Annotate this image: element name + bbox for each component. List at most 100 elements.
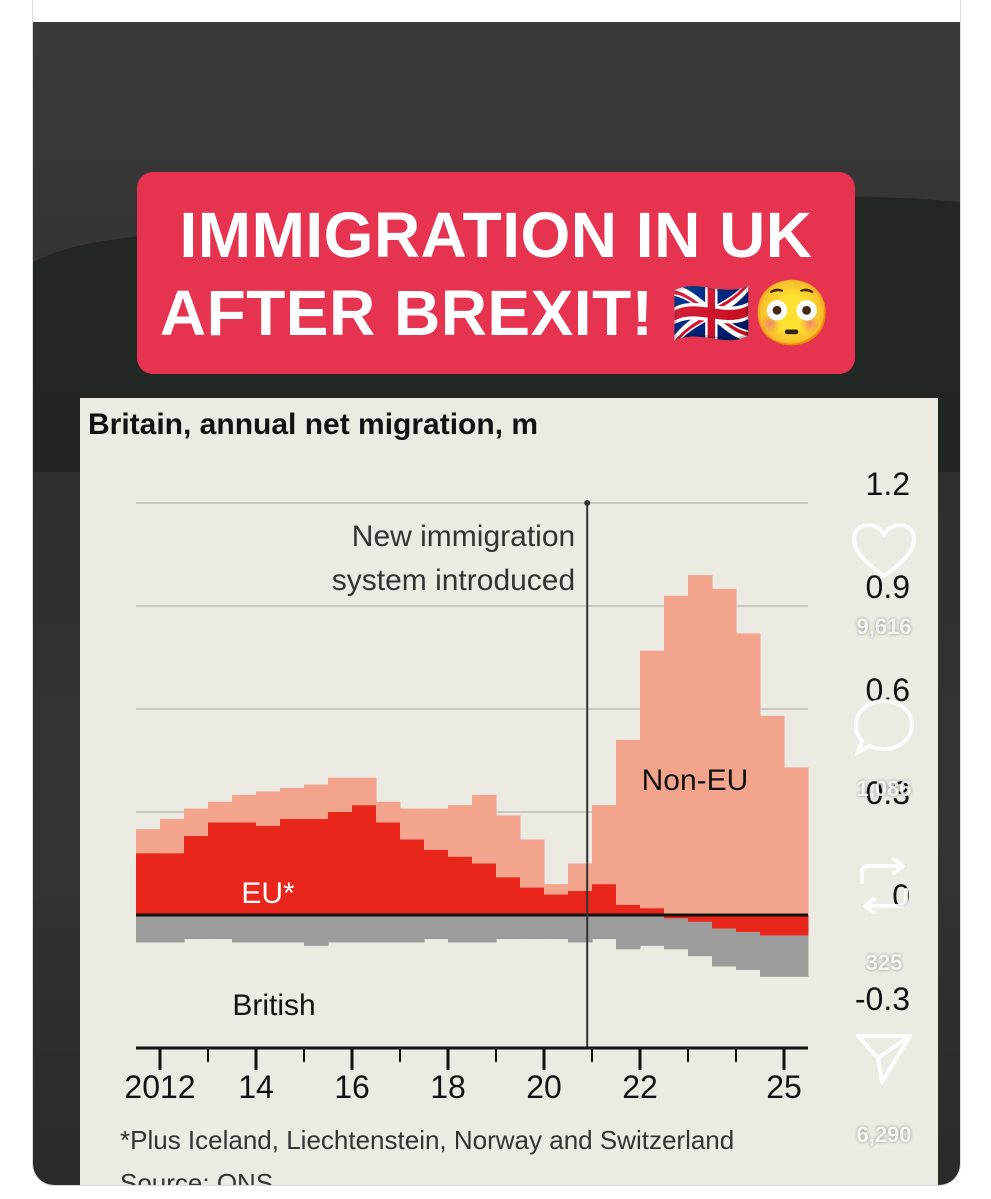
british-bar xyxy=(280,915,305,943)
british-bar xyxy=(376,915,401,943)
chart-title: Britain, annual net migration, m xyxy=(88,408,539,441)
british-bar xyxy=(136,915,161,943)
non-eu-bar xyxy=(376,801,401,823)
non-eu-bar xyxy=(184,808,209,837)
y-tick-label: 0.3 xyxy=(866,775,910,811)
eu-bar xyxy=(592,884,617,915)
non-eu-bar xyxy=(568,863,593,891)
british-bar xyxy=(208,915,233,940)
like-count: 9,616 xyxy=(856,614,912,639)
british-bar xyxy=(232,915,257,943)
x-tick-label: 16 xyxy=(334,1069,370,1105)
series-label-eu: EU* xyxy=(241,877,295,910)
british-bar xyxy=(736,932,761,970)
eu-bar xyxy=(520,887,545,915)
british-bar xyxy=(472,915,497,943)
eu-bar xyxy=(304,818,329,915)
british-bar xyxy=(664,918,689,950)
british-bar xyxy=(592,915,617,940)
eu-bar xyxy=(184,836,209,915)
british-bar xyxy=(160,915,185,943)
eu-negative-bar xyxy=(736,915,761,933)
x-tick-label: 25 xyxy=(766,1069,802,1105)
british-bar xyxy=(256,915,281,943)
eu-bar xyxy=(616,904,641,915)
eu-negative-bar xyxy=(664,915,689,919)
chart-source: Source: ONS xyxy=(120,1168,274,1186)
eu-bar xyxy=(568,890,593,915)
eu-negative-bar xyxy=(712,915,737,929)
eu-bar xyxy=(448,856,473,915)
y-tick-label: -0.3 xyxy=(855,981,910,1017)
eu-bar xyxy=(280,818,305,915)
chart-card: 1.2 0.9 0.6 0.3 0 -0.3 New immigration system i… xyxy=(80,398,938,1185)
non-eu-bar xyxy=(352,777,377,806)
british-bar xyxy=(496,915,521,940)
eu-bar xyxy=(136,853,161,915)
repost-action[interactable]: 325 xyxy=(839,858,929,976)
post-frame: IMMIGRATION IN UK AFTER BREXIT! 🇬🇧😳 1.2 0… xyxy=(32,0,961,1186)
non-eu-bar xyxy=(448,805,473,857)
share-action[interactable]: 6,290 xyxy=(839,1028,929,1148)
eu-bar xyxy=(160,853,185,915)
eu-negative-bar xyxy=(688,915,713,922)
british-bar xyxy=(760,935,785,977)
comment-bubble-icon xyxy=(853,698,915,756)
chart-footnote: *Plus Iceland, Liechtenstein, Norway and… xyxy=(120,1125,735,1155)
british-bar xyxy=(640,915,665,946)
comment-action[interactable]: 1,086 xyxy=(839,696,929,802)
british-bar xyxy=(328,915,353,943)
headline-banner: IMMIGRATION IN UK AFTER BREXIT! 🇬🇧😳 xyxy=(137,172,855,374)
non-eu-bar xyxy=(688,575,713,915)
eu-bar xyxy=(208,822,233,915)
non-eu-bar xyxy=(304,784,329,819)
non-eu-bar xyxy=(592,805,617,885)
non-eu-bar xyxy=(256,791,281,826)
eu-bar xyxy=(256,825,281,915)
x-tick-label: 18 xyxy=(430,1069,466,1105)
non-eu-bar xyxy=(520,839,545,888)
x-tick-label: 22 xyxy=(622,1069,658,1105)
non-eu-bar xyxy=(496,815,521,878)
x-tick-label: 14 xyxy=(238,1069,274,1105)
british-bar xyxy=(688,921,713,957)
non-eu-bar xyxy=(760,715,785,915)
repost-count: 325 xyxy=(865,950,903,975)
share-count: 6,290 xyxy=(856,1122,912,1147)
non-eu-bar xyxy=(232,794,257,823)
headline-line-1: IMMIGRATION IN UK xyxy=(179,199,813,271)
annotation-text-line-2: system introduced xyxy=(332,564,575,597)
non-eu-bar xyxy=(616,739,641,905)
non-eu-bar xyxy=(784,767,809,915)
non-eu-bar xyxy=(136,829,161,854)
british-bar xyxy=(712,928,737,967)
non-eu-bar xyxy=(400,808,425,840)
x-tick-label: 20 xyxy=(526,1069,562,1105)
eu-bar xyxy=(232,822,257,915)
british-bar xyxy=(544,915,569,940)
annotation-text-line-1: New immigration xyxy=(352,520,575,553)
non-eu-bar xyxy=(328,777,353,812)
eu-bar xyxy=(400,839,425,915)
non-eu-bar xyxy=(280,787,305,819)
eu-bar xyxy=(424,849,449,915)
y-tick-label: 1.2 xyxy=(866,466,910,502)
eu-negative-bar xyxy=(784,915,809,936)
british-bar xyxy=(520,915,545,940)
series-label-non-eu: Non-EU xyxy=(642,764,749,797)
eu-bar xyxy=(472,863,497,915)
eu-bar xyxy=(352,805,377,915)
british-bar xyxy=(616,915,641,950)
non-eu-bar xyxy=(640,650,665,909)
non-eu-bar xyxy=(664,595,689,915)
eu-bar xyxy=(640,908,665,915)
non-eu-bar xyxy=(544,884,569,895)
non-eu-bar xyxy=(424,808,449,850)
non-eu-bar xyxy=(208,801,233,823)
like-action[interactable]: 9,616 xyxy=(839,522,929,640)
eu-negative-bar xyxy=(760,915,785,936)
send-icon xyxy=(856,1034,912,1084)
non-eu-bar xyxy=(472,794,497,864)
eu-bar xyxy=(496,877,521,915)
